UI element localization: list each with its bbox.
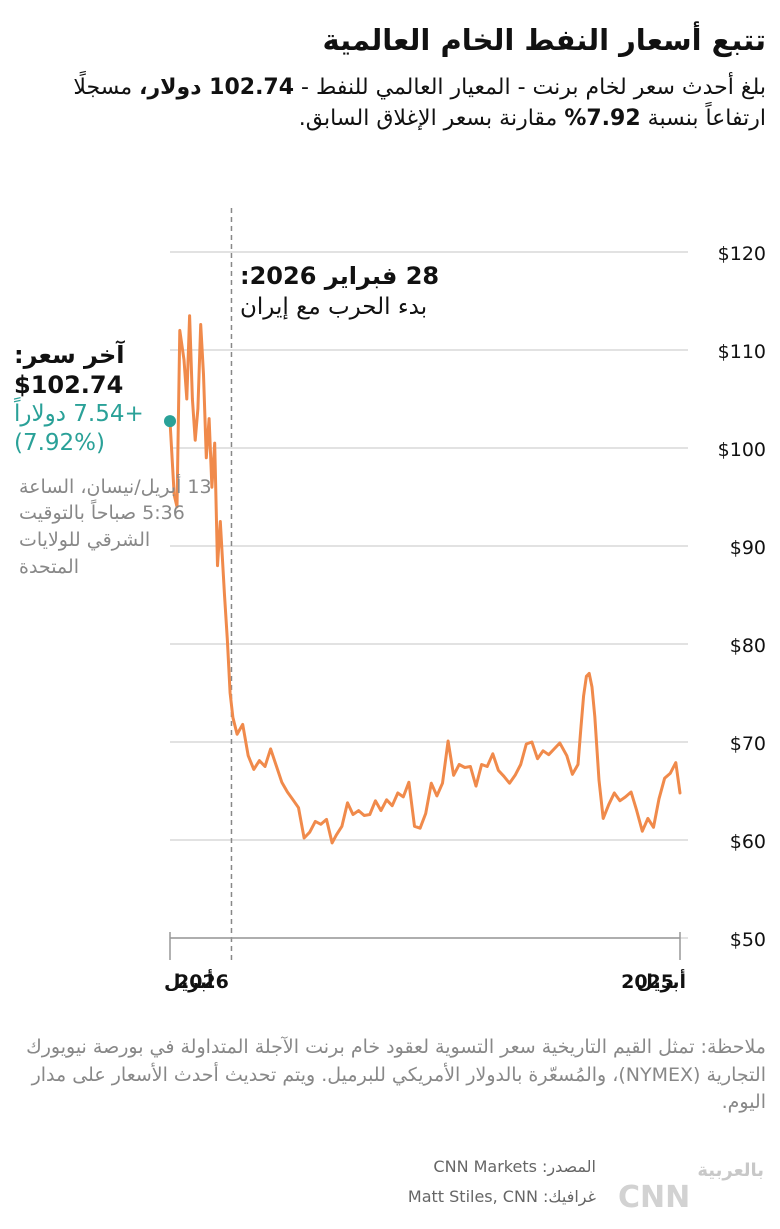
graphic-credit: غرافيك: Matt Stiles, CNN — [407, 1186, 596, 1206]
chart-note: ملاحظة: تمثل القيم التاريخية سعر التسوية… — [26, 1036, 766, 1114]
last-price-label: آخر سعر: — [14, 341, 125, 369]
page-title: تتبع أسعار النفط الخام العالمية — [322, 23, 766, 57]
event-annotation: 28 فبراير 2026: بدء الحرب مع إيران — [240, 262, 500, 320]
last-price-pct: (7.92%) — [14, 429, 106, 456]
y-tick-label-50: $50 — [730, 929, 766, 951]
last-point-dot — [164, 415, 176, 428]
subtitle-pct: 7.92% — [564, 106, 641, 132]
grid-lines — [170, 251, 688, 939]
logo-arabic: بالعربية — [697, 1160, 764, 1181]
x-tick-month-2025: أبريل — [636, 969, 686, 993]
y-tick-labels: $50 $60 $70 $80 $90 $100 $110 $120 — [718, 243, 766, 951]
last-price-change: +7.54 دولاراً — [14, 401, 144, 427]
event-description: بدء الحرب مع إيران — [240, 294, 428, 320]
series-line — [168, 314, 682, 845]
last-price-value: $102.74 — [14, 371, 124, 399]
subtitle-price: 102.74 دولار، — [139, 75, 295, 100]
y-tick-label-120: $120 — [718, 243, 766, 265]
y-tick-label-80: $80 — [730, 635, 766, 657]
last-price-timestamp: 13 أبريل/نيسان، الساعة 5:36 صباحاً بالتو… — [19, 475, 212, 579]
last-price-annotation: آخر سعر: $102.74 +7.54 دولاراً (7.92%) 1… — [14, 340, 214, 581]
y-tick-label-100: $100 — [718, 439, 766, 461]
y-tick-label-110: $110 — [718, 341, 766, 363]
subtitle-part2: مسجلًا ارتفاعاً بنسبة — [73, 75, 766, 132]
y-tick-label-70: $70 — [730, 733, 766, 755]
event-date: 28 فبراير 2026: — [240, 262, 440, 290]
price-chart: $50$60$70$80$90$100$110$120 2025أبريل202… — [164, 208, 766, 993]
subtitle: بلغ أحدث سعر لخام برنت - المعيار العالمي… — [14, 72, 766, 134]
x-tick-month-2026: أبريل — [164, 969, 214, 993]
logo-main: CNN — [618, 1180, 691, 1215]
y-tick-label-60: $60 — [730, 831, 766, 853]
subtitle-part3: مقارنة بسعر الإغلاق السابق. — [298, 106, 565, 132]
source-credit: المصدر: CNN Markets — [433, 1157, 596, 1176]
credits: المصدر: CNN Markets غرافيك: Matt Stiles,… — [376, 1152, 596, 1211]
cnn-arabic-logo: CNN بالعربية — [618, 1160, 768, 1220]
chart-area: $50 $60 $70 $80 $90 $100 $110 $120 2025 أبريل 202… — [0, 200, 780, 1020]
x-tick-year-2026: 2026 — [176, 971, 229, 993]
y-tick-label-90: $90 — [730, 537, 766, 559]
subtitle-part1: بلغ أحدث سعر لخام برنت - المعيار العالمي… — [294, 75, 766, 100]
x-tick-year-2025: 2025 — [621, 971, 674, 993]
